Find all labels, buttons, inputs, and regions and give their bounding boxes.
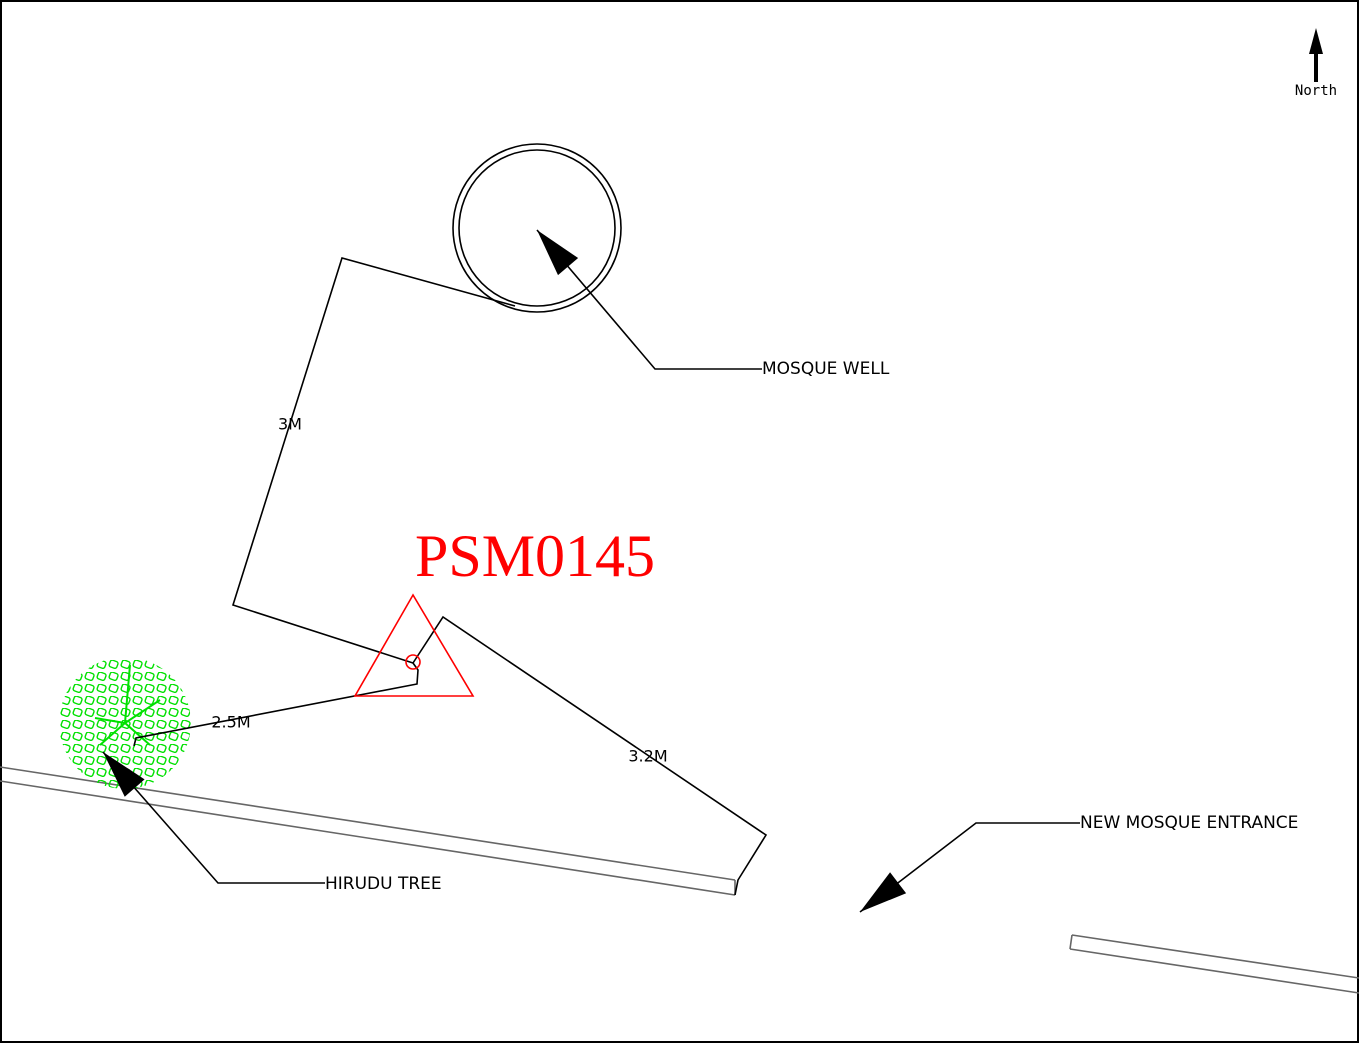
station-title: PSM0145 [415, 523, 655, 589]
dimension-line [231, 257, 516, 664]
entrance-leader [859, 822, 1080, 913]
dimension-line [412, 615, 768, 896]
station-marker [353, 593, 475, 697]
well-label: MOSQUE WELL [762, 359, 890, 379]
tree-label: HIRUDU TREE [325, 874, 442, 894]
dimension-label: 3M [278, 415, 302, 434]
tree [59, 657, 191, 789]
tree-leader [102, 751, 325, 884]
dimension-label: 2.5M [211, 713, 250, 732]
well-leader [536, 229, 762, 370]
north-label: North [1295, 83, 1337, 99]
north-arrow [1309, 28, 1323, 82]
entrance-label: NEW MOSQUE ENTRANCE [1080, 813, 1298, 833]
dimension-label: 3.2M [628, 747, 667, 766]
well [452, 143, 622, 313]
